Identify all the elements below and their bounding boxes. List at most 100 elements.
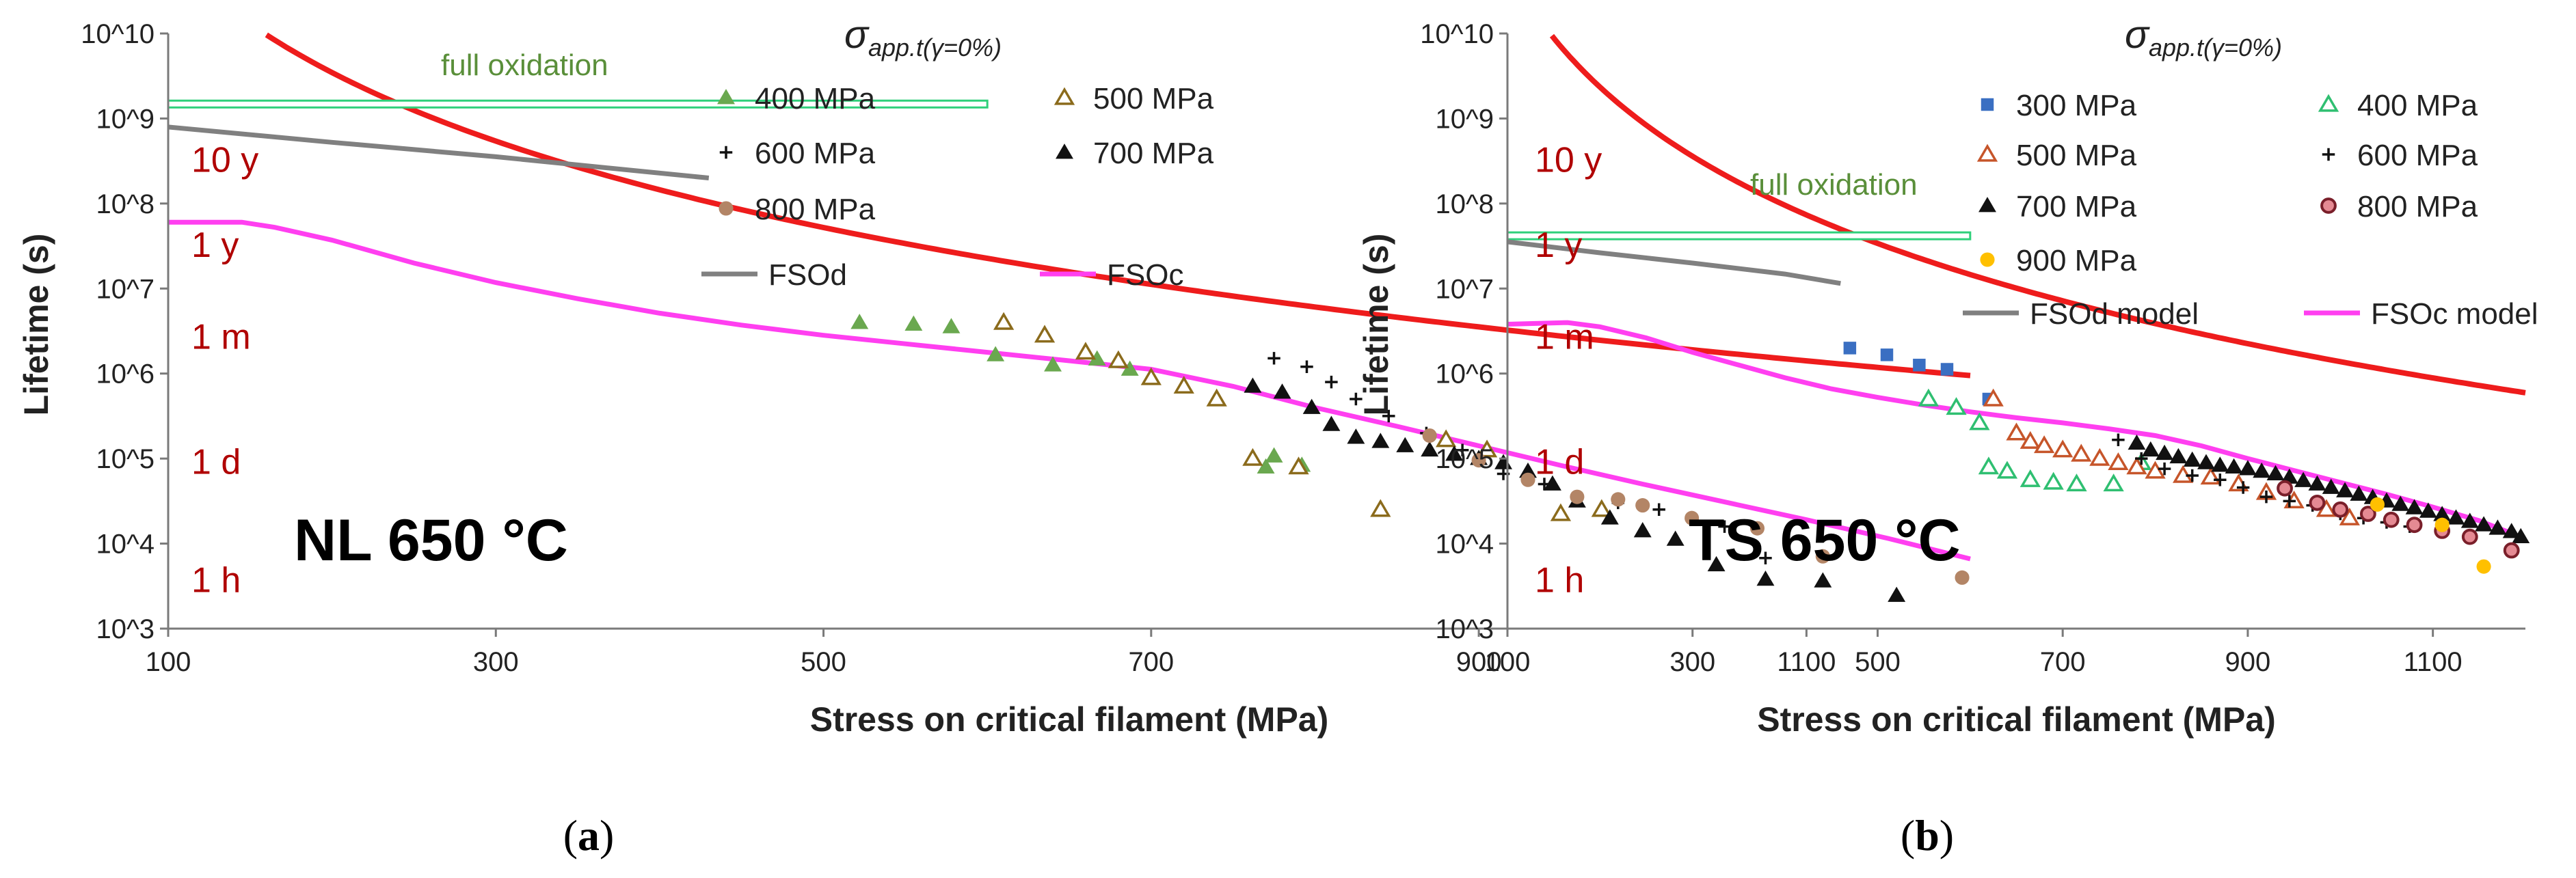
legend-label: 700 MPa [1093,137,1214,170]
panel-a-series-800-mpa [1422,428,1970,585]
data-point [2283,495,2296,508]
panel-b-legend-item: 900 MPa [1980,244,2137,277]
panel-a-y-tick-label: 10^9 [96,104,155,134]
panel-a-series-700-mpa [1244,377,1906,602]
panel-a-caption: (a) [563,811,615,860]
panel-b-y-tick-label: 10^9 [1435,104,1494,134]
data-point [1244,377,1262,393]
data-point [2103,474,2124,492]
panel-b-time-label: 1 d [1535,442,1584,482]
data-point [987,346,1005,361]
data-point [1108,350,1129,368]
data-point [1635,498,1650,513]
panel-b-x-tick-label: 100 [1485,647,1531,677]
data-point [2447,509,2465,525]
panel-a-series-400-mpa [850,314,1311,474]
panel-a-x-tick-label: 1100 [1777,647,1836,677]
data-point [2211,456,2229,472]
panel-b-x-tick-label: 300 [1669,647,1715,677]
data-point [1756,570,1775,586]
panel-b-annotations: full oxidation 10 y 1 y 1 m 1 d 1 h TS 650 °C [1535,141,1961,601]
data-point [1350,392,1363,406]
data-point [2434,517,2450,532]
legend-swatch [2320,197,2337,214]
legend-swatch [719,146,733,159]
data-point [1749,521,1765,536]
data-point [942,318,961,333]
panel-b-y-tick-label: 10^5 [1435,444,1494,474]
data-point [904,315,923,331]
panel-a-x-tick-label: 100 [146,647,191,677]
data-point [2322,478,2340,494]
panel-a-legend: σapp.t(γ=0%) 400 MPa 500 MPa 600 MPa 700 MPa… [701,12,1214,292]
data-point [2475,516,2493,532]
panel-b-caption-letter: b [1915,811,1940,860]
data-point [2145,461,2166,479]
data-point [2370,497,2385,512]
data-point [1422,428,1437,443]
data-point [2135,452,2148,465]
panel-a-time-label: 10 y [191,141,258,180]
data-point [1396,437,1414,452]
legend-label: FSOd model [2030,297,2199,331]
data-point [1034,325,1056,343]
data-point [1978,456,2000,475]
data-point [2259,490,2273,504]
panel-b-full-oxidation-label: full oxidation [1750,168,1918,202]
legend-label: 300 MPa [2016,89,2137,122]
panel-b-legend-item: FSOd model [1963,297,2199,331]
data-point [2214,474,2227,486]
data-point [1718,520,1731,533]
data-point [1265,447,1283,463]
data-point [2488,519,2507,535]
data-point [2020,469,2041,487]
legend-label: 900 MPa [2016,244,2137,277]
panel-b-time-label: 10 y [1535,141,1602,180]
data-point [2006,422,2027,441]
data-point [1121,360,1139,376]
data-point [2332,501,2349,518]
panel-a-full-oxidation-label: full oxidation [441,49,608,82]
data-point [1843,342,1857,355]
legend-swatch [2318,94,2339,112]
panel-a-legend-title: σapp.t(γ=0%) [844,12,1002,61]
panel-a-legend-item: 800 MPa [719,193,876,226]
data-point [2158,462,2171,476]
data-point [1421,441,1439,457]
panel-a-x-axis-label: Stress on critical filament (MPa) [810,700,1329,739]
data-point [1913,359,1926,372]
panel-b-x-tick-label: 700 [2040,647,2086,677]
panel-a-time-label: 1 m [191,317,251,357]
data-point [2089,448,2110,466]
data-point [1445,445,1464,461]
data-point [2406,517,2423,534]
data-point [1520,472,1535,487]
data-point [2476,559,2491,574]
data-point [2503,542,2520,559]
panel-b-red-failure-curve [1549,33,2526,396]
legend-label: FSOd [768,258,847,292]
data-point [2225,458,2243,474]
panel-a-time-label: 1 y [191,225,239,265]
data-point [1242,448,1263,466]
data-point [1611,492,1626,507]
data-point [2108,452,2129,471]
panel-b-caption-close: ) [1940,811,1954,860]
legend-title-symbol: σ [2125,12,2150,57]
panel-b-x-tick-label: 500 [1855,647,1901,677]
legend-label: 800 MPa [2357,190,2478,223]
data-point [2236,481,2250,494]
data-point [850,314,869,329]
data-point [2277,480,2293,497]
legend-title-subscript: app.t(γ=0%) [868,33,1002,61]
data-point [1302,398,1321,414]
panel-a-y-tick-label: 10^3 [96,614,155,644]
panel-a-x-tick-label: 500 [801,647,846,677]
panel-a-caption-letter: a [578,811,600,860]
legend-swatch [2322,148,2335,161]
legend-label: FSOc [1107,258,1183,292]
panel-a-y-tick-label: 10^10 [81,19,155,49]
panel-a-legend-item: 700 MPa [1056,137,1214,170]
panel-b-time-label: 1 y [1535,225,1582,265]
